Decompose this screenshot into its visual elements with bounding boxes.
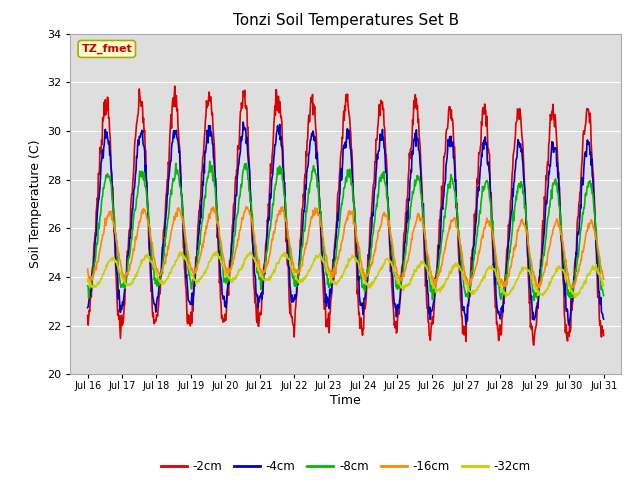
- -32cm: [575, 290, 582, 296]
- -4cm: [600, 316, 607, 322]
- -2cm: [109, 183, 116, 189]
- -32cm: [84, 276, 92, 282]
- -8cm: [600, 293, 607, 299]
- -16cm: [84, 266, 92, 272]
- -16cm: [536, 285, 543, 291]
- -16cm: [600, 276, 607, 282]
- -4cm: [109, 191, 116, 196]
- Line: -32cm: -32cm: [88, 252, 604, 298]
- -8cm: [575, 247, 582, 253]
- -8cm: [388, 252, 396, 258]
- -8cm: [531, 298, 538, 303]
- -2cm: [171, 83, 179, 89]
- -32cm: [388, 263, 396, 269]
- -2cm: [575, 200, 582, 206]
- -2cm: [84, 312, 92, 318]
- Line: -8cm: -8cm: [88, 161, 604, 300]
- -8cm: [583, 185, 591, 191]
- Y-axis label: Soil Temperature (C): Soil Temperature (C): [29, 140, 42, 268]
- -32cm: [298, 276, 306, 281]
- -4cm: [298, 232, 306, 238]
- -16cm: [278, 204, 286, 210]
- Line: -2cm: -2cm: [88, 86, 604, 345]
- -2cm: [530, 342, 538, 348]
- -32cm: [109, 258, 116, 264]
- -4cm: [564, 322, 572, 328]
- -32cm: [571, 295, 579, 300]
- -16cm: [388, 241, 396, 247]
- -32cm: [178, 249, 186, 254]
- Line: -16cm: -16cm: [88, 207, 604, 288]
- Legend: -2cm, -4cm, -8cm, -16cm, -32cm: -2cm, -4cm, -8cm, -16cm, -32cm: [156, 455, 536, 478]
- -8cm: [109, 198, 116, 204]
- -16cm: [575, 268, 582, 274]
- -16cm: [180, 220, 188, 226]
- Title: Tonzi Soil Temperatures Set B: Tonzi Soil Temperatures Set B: [232, 13, 459, 28]
- Line: -4cm: -4cm: [88, 122, 604, 325]
- -2cm: [388, 288, 396, 293]
- -16cm: [109, 211, 116, 217]
- -16cm: [583, 228, 591, 233]
- X-axis label: Time: Time: [330, 394, 361, 407]
- -16cm: [298, 263, 306, 269]
- -4cm: [84, 305, 92, 311]
- Text: TZ_fmet: TZ_fmet: [81, 44, 132, 54]
- -32cm: [583, 273, 591, 278]
- -32cm: [180, 253, 188, 259]
- -4cm: [583, 140, 591, 146]
- -2cm: [583, 106, 591, 111]
- -4cm: [180, 228, 188, 234]
- -8cm: [298, 244, 306, 250]
- -32cm: [600, 283, 607, 288]
- -2cm: [600, 333, 607, 338]
- -8cm: [206, 158, 214, 164]
- -8cm: [180, 216, 188, 222]
- -4cm: [575, 231, 582, 237]
- -8cm: [84, 283, 92, 289]
- -4cm: [239, 119, 247, 125]
- -4cm: [388, 272, 396, 278]
- -2cm: [298, 205, 306, 211]
- -2cm: [180, 245, 188, 251]
